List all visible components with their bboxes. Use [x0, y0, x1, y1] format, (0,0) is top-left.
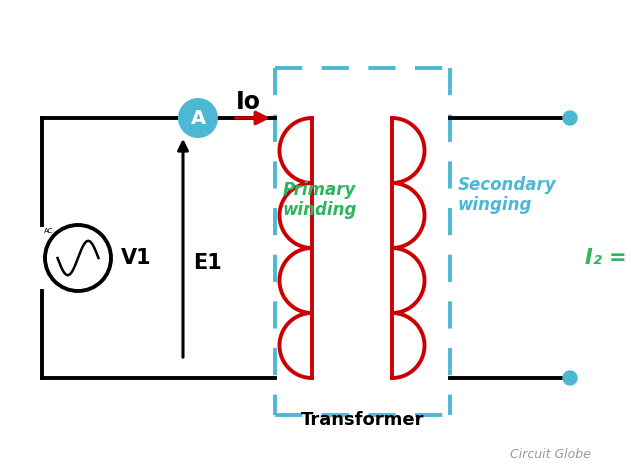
Circle shape: [563, 111, 577, 125]
Text: E1: E1: [193, 253, 221, 273]
Text: I₂ = 0: I₂ = 0: [585, 248, 631, 268]
Text: AC: AC: [44, 228, 54, 234]
Text: V1: V1: [121, 248, 151, 268]
Text: Primary
winding: Primary winding: [283, 180, 357, 219]
Text: Secondary
winging: Secondary winging: [458, 176, 557, 214]
Circle shape: [178, 98, 218, 138]
Text: Circuit Globe: Circuit Globe: [510, 448, 591, 462]
Text: Transformer: Transformer: [301, 411, 424, 429]
Circle shape: [563, 371, 577, 385]
Text: A: A: [191, 108, 206, 128]
Text: Io: Io: [236, 90, 261, 114]
